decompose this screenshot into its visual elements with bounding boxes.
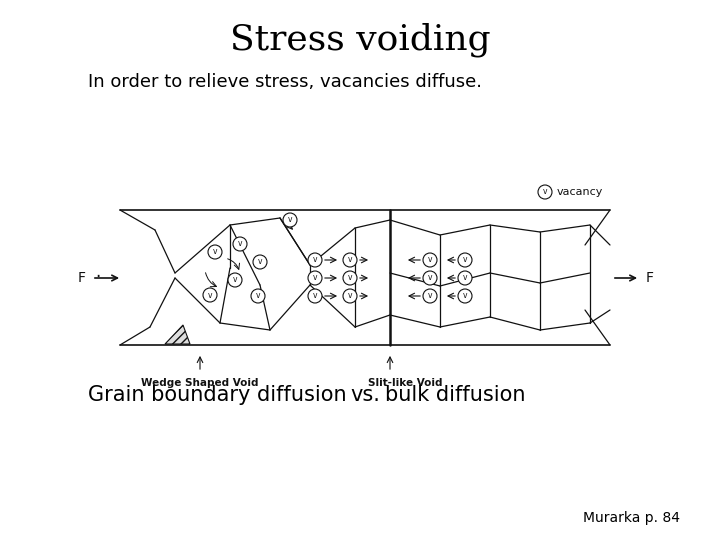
Text: v: v <box>463 255 467 265</box>
Text: In order to relieve stress, vacancies diffuse.: In order to relieve stress, vacancies di… <box>88 73 482 91</box>
Circle shape <box>343 271 357 285</box>
Polygon shape <box>165 325 190 344</box>
Text: v: v <box>212 247 217 256</box>
Circle shape <box>233 237 247 251</box>
Text: bulk diffusion: bulk diffusion <box>385 385 526 405</box>
Text: v: v <box>348 292 352 300</box>
Text: v: v <box>258 258 262 267</box>
Text: v: v <box>238 240 242 248</box>
Text: Slit-like Void: Slit-like Void <box>368 378 442 388</box>
Text: v: v <box>348 273 352 282</box>
Circle shape <box>308 289 322 303</box>
Text: v: v <box>256 292 260 300</box>
Text: F: F <box>646 271 654 285</box>
Text: v: v <box>233 275 238 285</box>
Circle shape <box>458 289 472 303</box>
Circle shape <box>458 253 472 267</box>
Text: vs.: vs. <box>350 385 380 405</box>
Text: F: F <box>78 271 86 285</box>
Text: v: v <box>428 292 432 300</box>
Text: Stress voiding: Stress voiding <box>230 23 490 57</box>
Circle shape <box>208 245 222 259</box>
Circle shape <box>423 289 437 303</box>
Text: v: v <box>312 292 318 300</box>
Circle shape <box>253 255 267 269</box>
Text: v: v <box>348 255 352 265</box>
Circle shape <box>538 185 552 199</box>
Text: Murarka p. 84: Murarka p. 84 <box>583 511 680 525</box>
Text: v: v <box>312 255 318 265</box>
Circle shape <box>458 271 472 285</box>
Circle shape <box>423 271 437 285</box>
Circle shape <box>251 289 265 303</box>
Text: v: v <box>312 273 318 282</box>
Circle shape <box>308 271 322 285</box>
Text: v: v <box>428 255 432 265</box>
Text: v: v <box>463 292 467 300</box>
Circle shape <box>343 289 357 303</box>
Text: Wedge Shaped Void: Wedge Shaped Void <box>141 378 258 388</box>
Circle shape <box>203 288 217 302</box>
Text: v: v <box>543 187 547 197</box>
Circle shape <box>228 273 242 287</box>
Circle shape <box>308 253 322 267</box>
Circle shape <box>283 213 297 227</box>
Circle shape <box>423 253 437 267</box>
Text: v: v <box>208 291 212 300</box>
Text: vacancy: vacancy <box>557 187 603 197</box>
Text: v: v <box>288 215 292 225</box>
Text: Grain boundary diffusion: Grain boundary diffusion <box>88 385 346 405</box>
Text: ·: · <box>95 268 101 286</box>
Circle shape <box>343 253 357 267</box>
Text: v: v <box>463 273 467 282</box>
Text: v: v <box>428 273 432 282</box>
